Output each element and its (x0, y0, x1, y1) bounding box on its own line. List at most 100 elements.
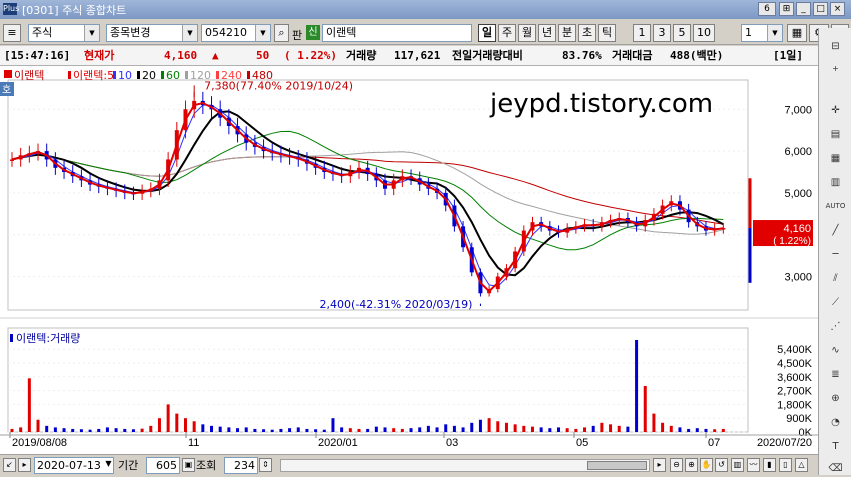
price-change: 50 (256, 49, 270, 62)
zoom-tool-icon[interactable]: ⊕ (831, 393, 840, 404)
hline-tool-icon[interactable]: ─ (832, 249, 839, 260)
chevron-down-icon[interactable]: ▼ (105, 459, 112, 468)
table-icon[interactable]: ▦ (830, 153, 841, 164)
volume-bar (114, 428, 118, 432)
volume-bar (36, 419, 40, 432)
zoom-in-icon[interactable]: ⊕ (685, 458, 698, 472)
interval-number-button[interactable]: 5 (673, 24, 691, 42)
zoom-out-icon[interactable]: ⊖ (670, 458, 683, 472)
volume-bar (45, 425, 49, 432)
menu-icon[interactable]: ≡ (3, 24, 21, 42)
line-tool-icon[interactable]: ╱ (832, 225, 839, 236)
eraser-tool-icon[interactable]: ⌫ (828, 463, 843, 474)
volume-bar (149, 425, 153, 432)
minimize-icon[interactable]: _ (796, 2, 811, 16)
view-input[interactable]: 234 (224, 457, 258, 474)
scroll-right-icon[interactable]: ▸ (653, 458, 666, 472)
parallel-tool-icon[interactable]: ⫽ (833, 273, 838, 284)
board-label: 판 (292, 29, 303, 42)
crosshair-icon[interactable]: ✛ (831, 105, 840, 116)
ruler-icon[interactable]: ▤ (830, 129, 841, 140)
volume-legend-marker (10, 334, 13, 342)
volume-bar (53, 427, 57, 432)
period-button[interactable]: 분 (558, 24, 576, 42)
chevron-down-icon[interactable]: ▼ (255, 25, 270, 41)
text-tool-icon[interactable]: T (832, 441, 839, 452)
line-chart-icon[interactable]: 〰 (747, 458, 760, 472)
legend-item: 240 (221, 69, 242, 82)
auto-icon[interactable]: AUTO (825, 202, 846, 210)
legend-item: 이랜텍:5 (73, 69, 114, 82)
code-change-select[interactable]: 종목변경 ▼ (106, 24, 198, 42)
period-button[interactable]: 일 (478, 24, 496, 42)
arrow-up-icon[interactable]: △ (795, 458, 808, 472)
hand-icon[interactable]: ✋ (700, 458, 713, 472)
volume-bar (305, 428, 309, 432)
pin-icon[interactable]: ⊞ (779, 2, 794, 16)
volume-bar (279, 428, 283, 432)
legend-title: 이랜텍 (14, 69, 44, 82)
volume-bar (643, 386, 647, 432)
interval-number-button[interactable]: 10 (693, 24, 715, 42)
trend-tool-icon[interactable]: ⟋ (832, 297, 839, 308)
volume-bar (435, 427, 439, 432)
page-icon[interactable]: ▥ (830, 177, 841, 188)
period-button[interactable]: 틱 (598, 24, 616, 42)
lock-icon[interactable]: ▣ (182, 458, 195, 472)
tool-icon[interactable]: + (832, 64, 839, 73)
period-button[interactable]: 월 (518, 24, 536, 42)
scrollbar-track[interactable] (280, 459, 650, 472)
volume-bar (617, 425, 621, 432)
tool-panel: ⊟ + ✛ ▤ ▦ ▥ AUTO ╱ ─ ⫽ ⟋ ⋰ ∿ ≣ ⊕ ◔ T ⌫ (818, 28, 851, 475)
maximize-icon[interactable]: □ (813, 2, 828, 16)
search-icon[interactable]: ⌕ (274, 24, 289, 42)
chevron-down-icon[interactable]: ▼ (182, 25, 197, 41)
chart-area[interactable]: 3,0004,0005,0006,0007,000이랜텍이랜텍:51020601… (0, 66, 818, 454)
app-logo: Plus (3, 3, 20, 15)
volume-bar (678, 427, 682, 432)
prev-volume-label: 전일거래량대비 (452, 49, 523, 62)
box-chart-icon[interactable]: ▯ (779, 458, 792, 472)
fibo-tool-icon[interactable]: ≣ (831, 369, 840, 380)
period-input[interactable]: 605 (146, 457, 180, 474)
fan-tool-icon[interactable]: ⋰ (830, 321, 841, 332)
last-date-label: 2020/07/20 (757, 437, 812, 449)
volume-bar (383, 427, 387, 432)
bar-chart-icon[interactable]: ▥ (731, 458, 744, 472)
chevron-down-icon[interactable]: ▼ (84, 25, 99, 41)
period-button[interactable]: 년 (538, 24, 556, 42)
chart-nav-icon[interactable]: ↙ (3, 458, 16, 472)
market-select[interactable]: 주식 ▼ (28, 24, 100, 42)
reset-icon[interactable]: ↺ (715, 458, 728, 472)
grid-icon[interactable]: ▦ (787, 24, 807, 42)
close-icon[interactable]: × (830, 2, 845, 16)
unit-label: [1일] (773, 49, 803, 62)
period-button[interactable]: 초 (578, 24, 596, 42)
scrollbar-thumb[interactable] (587, 461, 647, 470)
candle-chart-icon[interactable]: ▮ (763, 458, 776, 472)
period-button[interactable]: 주 (498, 24, 516, 42)
volume-tick-label: 2,700K (777, 386, 813, 398)
volume-bar (227, 427, 231, 432)
market-select-value: 주식 (32, 26, 53, 39)
chart-svg[interactable]: 3,0004,0005,0006,0007,000이랜텍이랜텍:51020601… (0, 66, 818, 454)
arc-tool-icon[interactable]: ◔ (831, 417, 840, 428)
calendar-nav-icon[interactable]: ▸ (18, 458, 31, 472)
interval-select[interactable]: 1 ▼ (741, 24, 783, 42)
stock-code-input[interactable]: 054210 ▼ (201, 24, 271, 42)
chevron-down-icon[interactable]: ▼ (767, 25, 782, 41)
window-counter-button[interactable]: 6 (758, 2, 776, 16)
interval-number-button[interactable]: 3 (653, 24, 671, 42)
spin-icon[interactable]: ⇕ (259, 458, 272, 472)
collapse-icon[interactable]: ⊟ (831, 41, 840, 52)
chart-menu-badge-label: 호 (2, 84, 11, 96)
cycle-tool-icon[interactable]: ∿ (831, 345, 840, 356)
legend-item: 60 (166, 69, 180, 82)
interval-number-button[interactable]: 1 (633, 24, 651, 42)
x-tick-label: 07 (708, 437, 720, 449)
watermark: jeypd.tistory.com (489, 89, 713, 119)
date-input[interactable]: 2020-07-13 (34, 457, 114, 474)
volume-bar (704, 428, 708, 432)
volume-bar (270, 429, 274, 432)
volume-bar (687, 428, 691, 432)
